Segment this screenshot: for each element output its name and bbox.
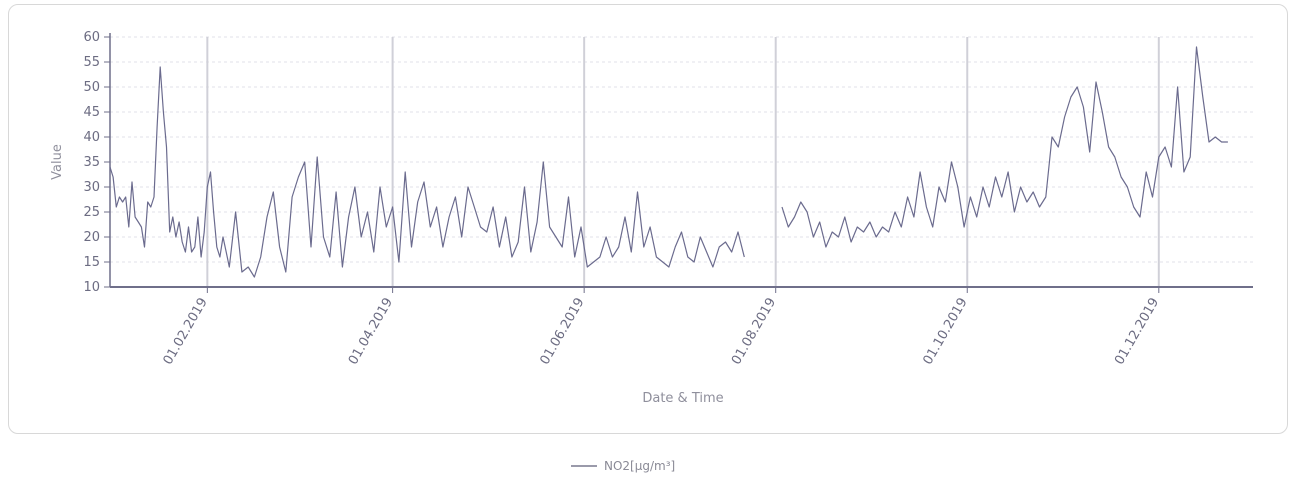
series-line <box>109 66 745 278</box>
legend-label: NO2[µg/m³] <box>604 459 675 473</box>
x-tick-label: 01.06.2019 <box>537 296 587 368</box>
y-tick-label: 45 <box>83 105 100 120</box>
y-tick-label: 55 <box>83 55 100 70</box>
y-tick-label: 30 <box>83 180 100 195</box>
y-tick-label: 25 <box>83 205 100 220</box>
x-tick-label: 01.12.2019 <box>1112 296 1162 368</box>
axis-layer: 10 15 20 25 30 35 40 45 50 55 60 01.02.2019 01.04.20… <box>83 30 1253 367</box>
grid-layer <box>110 36 1253 287</box>
y-tick-label: 15 <box>83 255 100 270</box>
y-tick-label: 50 <box>83 80 100 95</box>
x-tick-label: 01.08.2019 <box>729 296 779 368</box>
x-tick-label: 01.10.2019 <box>921 296 971 368</box>
y-axis-title: Value <box>50 144 65 180</box>
x-tick-label: 01.04.2019 <box>346 296 396 368</box>
y-tick-label: 60 <box>83 30 100 45</box>
series-line <box>781 46 1228 248</box>
y-tick-label: 35 <box>83 155 100 170</box>
legend: NO2[µg/m³] <box>571 459 675 473</box>
x-tick-label: 01.02.2019 <box>161 296 211 368</box>
x-axis-title: Date & Time <box>642 391 723 406</box>
y-tick-label: 10 <box>83 280 100 295</box>
chart-panel <box>8 4 1288 434</box>
y-tick-label: 20 <box>83 230 100 245</box>
series-layer <box>109 46 1228 278</box>
y-tick-label: 40 <box>83 130 100 145</box>
